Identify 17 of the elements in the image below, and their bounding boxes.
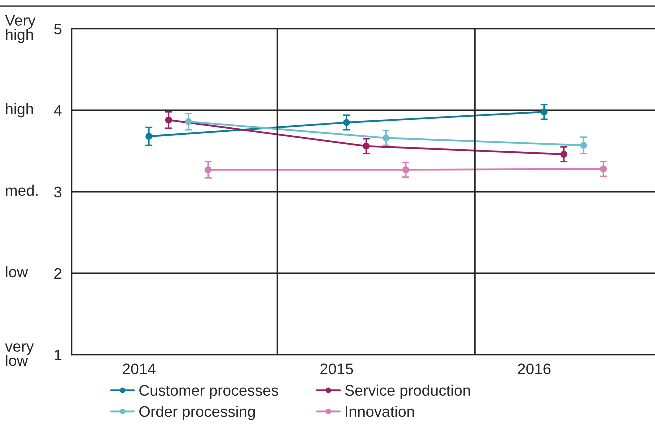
legend-label: Innovation [346,406,414,418]
x-tick-label: 2016 [518,364,551,375]
legend-label: Customer processes [140,385,278,400]
y-tick-label: 1 [54,350,62,361]
text: low [6,266,28,278]
y-tick-label: 2 [54,268,62,280]
text: high [6,103,34,118]
legend-label: Order processing [140,406,256,420]
y-tick-label: 4 [54,106,62,116]
legend-label: Service production [345,384,470,400]
y-tick-label: 3 [54,186,62,198]
text: med. [6,184,38,196]
text: Very high [5,15,36,44]
y-tick-label: 5 [54,24,62,35]
x-tick-label: 2015 [320,364,354,375]
text: very low [5,344,34,366]
x-tick-label: 2014 [123,364,156,375]
